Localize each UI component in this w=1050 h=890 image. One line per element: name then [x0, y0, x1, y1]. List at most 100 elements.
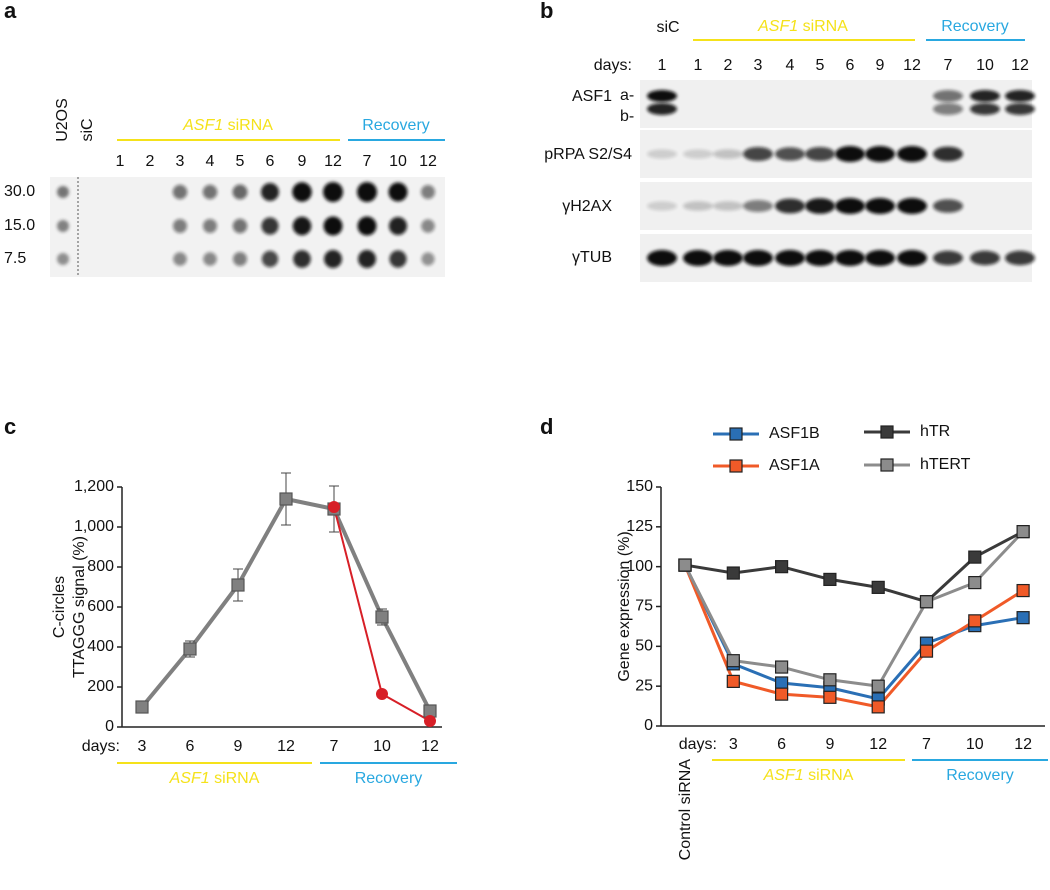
- band: [805, 198, 835, 214]
- y-tick-label: 600: [87, 598, 114, 615]
- x-tick-label: 12: [869, 736, 887, 753]
- x-prefix: days:: [679, 736, 717, 753]
- legend-label: hTERT: [920, 456, 971, 473]
- y-tick-label: 0: [105, 718, 114, 735]
- band: [865, 198, 895, 214]
- dot: [173, 252, 187, 266]
- group-gene: ASF1: [182, 117, 223, 134]
- marker: [871, 580, 885, 594]
- group-gene: ASF1: [763, 767, 804, 784]
- band: [775, 198, 805, 214]
- band: [933, 199, 963, 213]
- dot: [324, 250, 342, 268]
- marker: [183, 642, 197, 656]
- days-label: days:: [594, 57, 632, 74]
- dot: [202, 218, 218, 234]
- marker: [968, 550, 982, 564]
- band: [970, 250, 1000, 266]
- marker: [774, 687, 789, 701]
- x-tick-label: 3: [138, 738, 147, 755]
- x-tick-label: 12: [421, 738, 439, 755]
- legend-marker: [880, 458, 894, 472]
- series-line: [140, 497, 432, 712]
- band: [743, 200, 773, 212]
- dot: [57, 220, 69, 232]
- band: [897, 198, 927, 214]
- marker: [774, 560, 789, 574]
- legend-label: hTR: [920, 423, 950, 440]
- lane-label: 3: [754, 57, 763, 74]
- y-tick-label: 0: [644, 717, 653, 734]
- blot: [640, 80, 1032, 128]
- dot: [261, 250, 279, 268]
- dot: [292, 182, 312, 202]
- group-label: Recovery: [946, 767, 1014, 784]
- group-gene: ASF1: [757, 18, 798, 35]
- band: [933, 103, 963, 115]
- series-line: [684, 530, 1024, 604]
- band: [743, 147, 773, 161]
- group-label: ASF1 siRNA: [763, 767, 854, 784]
- group-label: ASF1 siRNA: [757, 18, 848, 35]
- band: [835, 146, 865, 162]
- lane-label: 4: [206, 153, 215, 170]
- row-label: 15.0: [4, 217, 35, 234]
- lane-label: siC: [79, 118, 96, 141]
- group-text: Recovery: [355, 770, 423, 787]
- x-tick-label: 9: [234, 738, 243, 755]
- lane-label: U2OS: [54, 98, 71, 142]
- panel-letter: b: [540, 0, 553, 23]
- marker: [726, 674, 740, 688]
- lane-label: 4: [786, 57, 795, 74]
- marker: [968, 614, 982, 628]
- y-tick-label: 125: [626, 518, 653, 535]
- lane-label: 1: [694, 57, 703, 74]
- legend-marker: [729, 459, 743, 473]
- y-axis-label: TTAGGG signal (%): [71, 536, 88, 678]
- dot: [232, 184, 248, 200]
- lane-label: 3: [176, 153, 185, 170]
- band: [647, 201, 677, 211]
- marker: [774, 676, 789, 690]
- band: [933, 250, 963, 266]
- group-text: siRNA: [808, 767, 854, 784]
- group-text: siRNA: [214, 770, 260, 787]
- x-tick-label: 10: [373, 738, 391, 755]
- y-tick-label: 800: [87, 558, 114, 575]
- lane-label: 7: [944, 57, 953, 74]
- dot: [172, 184, 188, 200]
- group-text: Recovery: [946, 767, 1014, 784]
- dot: [172, 218, 188, 234]
- lane-label: 9: [298, 153, 307, 170]
- row-label: γH2AX: [562, 198, 612, 215]
- marker: [279, 492, 293, 506]
- y-tick-label: 400: [87, 638, 114, 655]
- group-label: Recovery: [355, 770, 423, 787]
- band: [647, 103, 677, 115]
- marker: [424, 715, 436, 727]
- marker: [823, 690, 837, 704]
- row-label: ASF1: [572, 88, 612, 105]
- legend-label: ASF1A: [769, 457, 820, 474]
- band: [970, 103, 1000, 115]
- y-tick-label: 25: [635, 677, 653, 694]
- lane-label: 6: [266, 153, 275, 170]
- blot: [50, 177, 445, 277]
- group-text: siRNA: [803, 18, 849, 35]
- lane-label: 10: [976, 57, 994, 74]
- isoform-label: b-: [620, 108, 634, 125]
- group-label: Recovery: [941, 18, 1009, 35]
- control-label: siC: [656, 19, 679, 36]
- dot: [421, 185, 435, 199]
- x-tick-label: 10: [966, 736, 984, 753]
- lane-label: 5: [236, 153, 245, 170]
- lane-label: 1: [116, 153, 125, 170]
- row-label: pRPA S2/S4: [544, 146, 632, 163]
- marker: [376, 688, 388, 700]
- legend-label: ASF1B: [769, 425, 820, 442]
- band: [835, 198, 865, 214]
- marker: [1016, 611, 1030, 625]
- dot: [421, 252, 435, 266]
- dot: [357, 182, 377, 202]
- band: [683, 149, 713, 159]
